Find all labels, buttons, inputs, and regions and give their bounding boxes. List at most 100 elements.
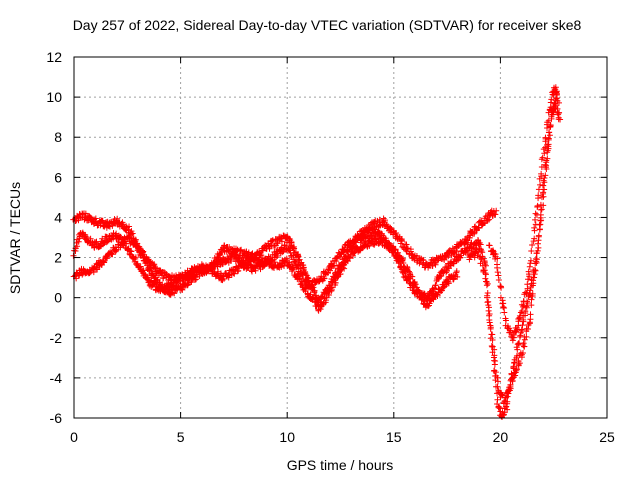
data-point bbox=[412, 281, 419, 288]
data-point bbox=[419, 296, 426, 303]
data-point bbox=[376, 240, 383, 247]
data-point bbox=[524, 276, 531, 283]
data-point bbox=[391, 246, 398, 253]
data-point bbox=[521, 343, 528, 350]
data-point bbox=[519, 303, 526, 310]
data-point bbox=[185, 281, 192, 288]
data-point bbox=[234, 265, 241, 272]
data-point bbox=[532, 216, 539, 223]
data-point bbox=[326, 291, 333, 298]
data-point bbox=[136, 245, 143, 252]
data-point bbox=[502, 317, 509, 324]
data-point bbox=[542, 161, 549, 168]
x-axis-label: GPS time / hours bbox=[287, 457, 394, 473]
data-point bbox=[273, 254, 280, 261]
data-point bbox=[545, 143, 552, 150]
data-point bbox=[545, 129, 552, 136]
data-point bbox=[542, 172, 549, 179]
data-point bbox=[515, 318, 522, 325]
data-point bbox=[532, 221, 539, 228]
data-point bbox=[416, 260, 423, 267]
data-point bbox=[99, 258, 106, 265]
data-point bbox=[542, 144, 549, 151]
data-point bbox=[74, 243, 81, 250]
data-point bbox=[534, 202, 541, 209]
data-point bbox=[523, 289, 530, 296]
data-point bbox=[527, 311, 534, 318]
data-point bbox=[307, 291, 314, 298]
data-point bbox=[290, 265, 297, 272]
data-point bbox=[540, 177, 547, 184]
x-tick-label: 20 bbox=[493, 429, 509, 445]
data-point bbox=[517, 332, 524, 339]
series-track-d bbox=[433, 89, 561, 421]
data-point bbox=[545, 136, 552, 143]
y-tick-label: 0 bbox=[54, 290, 62, 306]
x-tick-label: 10 bbox=[279, 429, 295, 445]
data-point bbox=[533, 211, 540, 218]
data-point bbox=[481, 259, 488, 266]
data-point bbox=[489, 336, 496, 343]
y-tick-label: -2 bbox=[50, 330, 63, 346]
data-point bbox=[548, 96, 555, 103]
data-point bbox=[541, 175, 548, 182]
series-track-c bbox=[70, 229, 461, 314]
data-point bbox=[501, 309, 508, 316]
data-point bbox=[328, 284, 335, 291]
data-point bbox=[523, 304, 530, 311]
x-tick-label: 15 bbox=[386, 429, 402, 445]
data-point bbox=[531, 235, 538, 242]
data-point bbox=[288, 261, 295, 268]
data-point bbox=[269, 237, 276, 244]
data-point bbox=[556, 109, 563, 116]
data-point bbox=[147, 265, 154, 272]
data-point bbox=[405, 268, 412, 275]
data-point bbox=[132, 254, 139, 261]
data-point bbox=[516, 360, 523, 367]
plot-frame bbox=[73, 56, 608, 419]
y-tick-label: 4 bbox=[54, 209, 62, 225]
data-point bbox=[547, 99, 554, 106]
data-point bbox=[325, 288, 332, 295]
data-point bbox=[494, 383, 501, 390]
data-point bbox=[358, 239, 365, 246]
data-point bbox=[491, 346, 498, 353]
data-point bbox=[346, 255, 353, 262]
data-point bbox=[541, 150, 548, 157]
data-point bbox=[152, 280, 159, 287]
data-point bbox=[513, 366, 520, 373]
data-point bbox=[485, 304, 492, 311]
data-point bbox=[498, 284, 505, 291]
x-tick-label: 0 bbox=[70, 429, 78, 445]
data-point bbox=[494, 264, 501, 271]
data-point bbox=[527, 260, 534, 267]
data-point bbox=[166, 286, 173, 293]
data-point bbox=[486, 319, 493, 326]
data-point bbox=[535, 186, 542, 193]
data-point bbox=[141, 253, 148, 260]
y-tick-label: -4 bbox=[50, 370, 63, 386]
data-point bbox=[483, 282, 490, 289]
data-point bbox=[144, 258, 151, 265]
data-point bbox=[203, 269, 210, 276]
data-point bbox=[514, 341, 521, 348]
data-point bbox=[101, 259, 108, 266]
data-point bbox=[179, 286, 186, 293]
data-point bbox=[93, 238, 100, 245]
data-point bbox=[486, 311, 493, 318]
y-tick-label: 8 bbox=[54, 129, 62, 145]
data-point bbox=[274, 252, 281, 259]
data-point bbox=[494, 269, 501, 276]
data-point bbox=[379, 230, 386, 237]
data-point bbox=[538, 206, 545, 213]
data-point bbox=[540, 189, 547, 196]
data-point bbox=[538, 170, 545, 177]
data-point bbox=[541, 186, 548, 193]
data-point bbox=[520, 298, 527, 305]
data-point bbox=[523, 303, 530, 310]
data-point bbox=[434, 292, 441, 299]
data-point bbox=[537, 201, 544, 208]
data-point bbox=[453, 268, 460, 275]
y-axis-label: SDTVAR / TECUs bbox=[7, 182, 23, 294]
